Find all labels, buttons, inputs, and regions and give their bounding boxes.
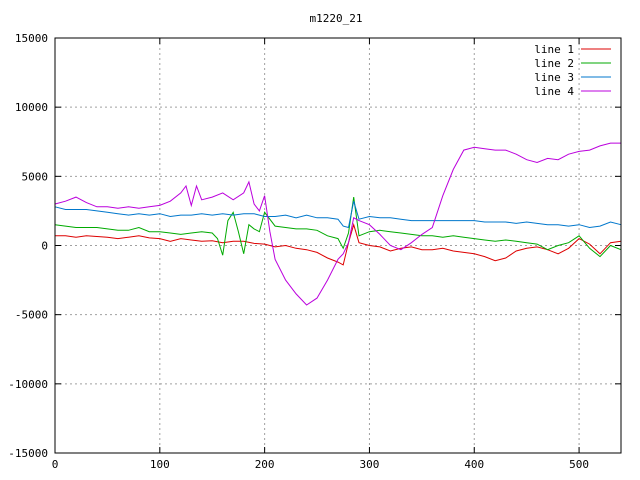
y-tick-label: 0 (41, 240, 48, 253)
x-tick-label: 300 (360, 458, 380, 471)
y-tick-label: 10000 (15, 101, 48, 114)
y-tick-label: 15000 (15, 32, 48, 45)
series-line-4 (54, 142, 621, 306)
grid (55, 38, 621, 453)
legend-label: line 4 (534, 85, 574, 98)
x-tick-label: 200 (255, 458, 275, 471)
y-tick-label: -15000 (8, 447, 48, 460)
chart-title: m1220_21 (310, 12, 363, 25)
x-axis: 0 100 200 300 400 500 (52, 38, 589, 471)
y-tick-label: -5000 (15, 309, 48, 322)
series-line-1 (55, 222, 622, 266)
x-tick-label: 400 (464, 458, 484, 471)
legend-label: line 3 (534, 71, 574, 84)
series-group (54, 142, 622, 306)
y-tick-label: 5000 (22, 170, 49, 183)
x-tick-label: 100 (150, 458, 170, 471)
series-line-2 (54, 197, 622, 258)
legend-label: line 2 (534, 57, 574, 70)
legend-label: line 1 (534, 43, 574, 56)
x-tick-label: 500 (569, 458, 589, 471)
plot-frame (54, 37, 622, 454)
y-axis: -15000 -10000 -5000 0 5000 10000 15000 (8, 32, 621, 460)
x-tick-label: 0 (52, 458, 59, 471)
y-tick-label: -10000 (8, 378, 48, 391)
series-line-3 (54, 201, 622, 229)
